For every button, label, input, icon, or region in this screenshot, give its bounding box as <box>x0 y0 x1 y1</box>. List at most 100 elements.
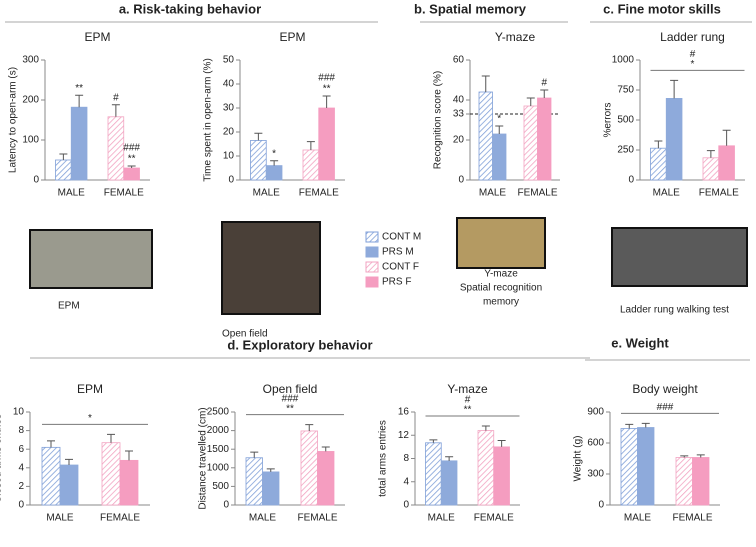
y-tick-label: 12 <box>398 430 410 441</box>
photo-caption: Spatial recognition <box>460 283 542 294</box>
y-tick-label: 300 <box>587 469 604 480</box>
y-axis-label: Weight (g) <box>573 436 584 482</box>
error-bar <box>481 75 490 92</box>
significance: ** <box>286 403 294 414</box>
y-axis-label: %errors <box>603 102 614 137</box>
error-bar <box>625 423 634 429</box>
y-axis-label: Closed arms entries <box>0 414 4 503</box>
error-bar <box>497 439 506 447</box>
chart-title: EPM <box>279 30 305 44</box>
bar <box>245 457 263 506</box>
bar <box>107 116 125 181</box>
bar <box>637 427 655 506</box>
error-bar <box>429 439 438 443</box>
y-tick-label: 6 <box>18 444 24 455</box>
error-bar <box>306 141 315 150</box>
y-tick-label: 40 <box>223 79 235 90</box>
y-tick-label: 1000 <box>612 55 635 66</box>
bar <box>262 471 280 506</box>
y-tick-label: 0 <box>18 500 24 511</box>
y-tick-label: 30 <box>223 103 235 114</box>
bar <box>478 91 493 181</box>
significance: ### <box>282 393 299 404</box>
bar <box>318 107 335 181</box>
error-bar <box>250 451 259 458</box>
photo-caption: memory <box>483 297 519 308</box>
y-axis-label: total arms entries <box>378 420 389 497</box>
error-bar <box>254 132 263 141</box>
y-tick-label: 4 <box>18 462 24 473</box>
x-tick-label: FEMALE <box>299 188 339 199</box>
chart-title: Open field <box>263 382 318 396</box>
y-tick-label: 500 <box>617 115 634 126</box>
x-tick-label: FEMALE <box>100 513 140 524</box>
significance: * <box>691 59 695 70</box>
bar <box>692 457 710 506</box>
significance: * <box>497 114 501 125</box>
y-tick-label: 2000 <box>207 425 230 436</box>
legend-label: CONT M <box>382 232 421 243</box>
bar <box>675 457 693 506</box>
error-bar <box>641 422 650 428</box>
error-bar <box>107 433 115 443</box>
bar <box>718 145 735 181</box>
y-tick-label: 100 <box>22 135 39 146</box>
error-bar <box>706 150 715 158</box>
error-bar <box>59 153 68 160</box>
y-tick-label: 750 <box>617 85 634 96</box>
error-bar <box>111 104 120 117</box>
x-tick-label: MALE <box>58 188 86 199</box>
bar <box>317 451 335 506</box>
bar <box>300 430 318 506</box>
x-tick-label: MALE <box>428 513 456 524</box>
error-bar <box>722 129 731 146</box>
section-title: a. Risk-taking behavior <box>119 1 261 16</box>
y-tick-label: 4 <box>403 476 409 487</box>
bar <box>41 446 61 506</box>
y-tick-label: 1500 <box>207 444 230 455</box>
y-tick-label: 20 <box>223 127 235 138</box>
y-tick-label: 600 <box>587 438 604 449</box>
significance: ### <box>123 143 140 154</box>
error-bar <box>305 424 314 431</box>
error-bar <box>670 79 679 99</box>
bar <box>250 139 267 181</box>
x-tick-label: MALE <box>46 513 74 524</box>
error-bar <box>526 97 535 106</box>
x-tick-label: FEMALE <box>672 513 712 524</box>
y-tick-label: 0 <box>598 500 604 511</box>
photo <box>29 229 153 289</box>
x-tick-label: FEMALE <box>104 188 144 199</box>
error-bar <box>47 440 55 448</box>
y-tick-label: 0 <box>33 175 39 186</box>
significance: # <box>541 78 547 89</box>
y-tick-label: 200 <box>22 95 39 106</box>
x-tick-label: FEMALE <box>517 188 557 199</box>
photo-caption: Ladder rung walking test <box>620 305 729 316</box>
bar <box>123 167 140 181</box>
y-tick-label: 0 <box>403 500 409 511</box>
section-title: e. Weight <box>611 335 669 350</box>
y-tick-label: 10 <box>223 151 235 162</box>
y-tick-label: 1000 <box>207 462 230 473</box>
y-tick-label: 0 <box>628 175 634 186</box>
chart-title: EPM <box>77 382 103 396</box>
section-title: c. Fine motor skills <box>603 1 721 16</box>
bar <box>265 165 283 181</box>
legend-swatch <box>365 231 379 243</box>
y-tick-label: 33 <box>453 109 465 120</box>
y-tick-label: 60 <box>453 55 465 66</box>
photo <box>456 217 546 269</box>
significance: ### <box>657 402 674 413</box>
x-tick-label: FEMALE <box>699 188 739 199</box>
error-bar <box>127 165 136 168</box>
chart-title: EPM <box>84 30 110 44</box>
bar <box>702 157 720 181</box>
legend-label: PRS M <box>382 247 414 258</box>
y-axis-label: Time spent in open-arm (%) <box>203 58 214 182</box>
significance: ** <box>464 405 472 416</box>
bar <box>440 460 458 506</box>
y-axis-label: Recognition score (%) <box>433 71 444 169</box>
legend-label: PRS F <box>382 277 411 288</box>
